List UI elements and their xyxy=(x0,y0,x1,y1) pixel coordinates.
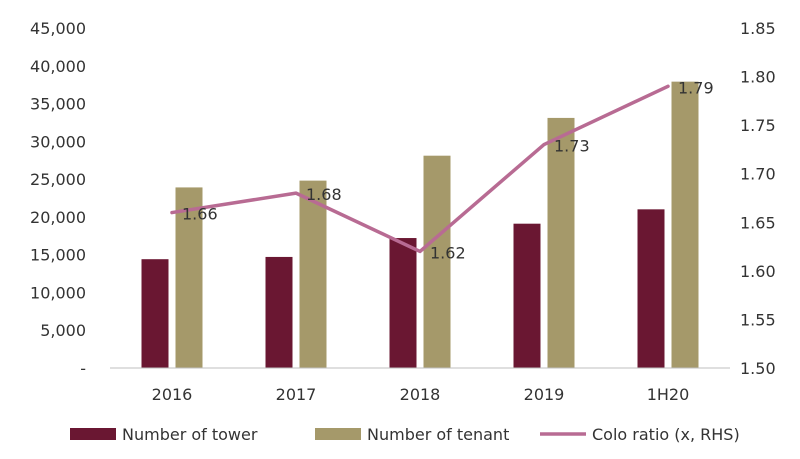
colo-ratio-point xyxy=(542,143,546,147)
bar-number-of-tenant xyxy=(547,117,575,369)
y-tick-label: 35,000 xyxy=(30,95,86,114)
bar-number-of-tower xyxy=(141,259,169,368)
bar-number-of-tenant xyxy=(175,187,203,368)
colo-ratio-data-label: 1.68 xyxy=(306,185,342,204)
y2-tick-label: 1.80 xyxy=(740,68,776,87)
y2-tick-label: 1.65 xyxy=(740,213,776,232)
legend-number-of-tower: Number of tower xyxy=(70,425,258,444)
bar-number-of-tenant xyxy=(671,81,699,369)
bar-number-of-tower xyxy=(513,223,541,368)
colo-ratio-data-label: 1.73 xyxy=(554,137,590,156)
colo-ratio-data-label: 1.79 xyxy=(678,78,714,97)
data-labels: 1.66 1.68 1.62 1.73 1.79 xyxy=(182,78,714,262)
legend-label: Number of tower xyxy=(122,425,258,444)
y-tick-label: 15,000 xyxy=(30,246,86,265)
x-tick-label: 1H20 xyxy=(647,385,690,404)
bar-number-of-tenant xyxy=(423,155,451,368)
bar-number-of-tower xyxy=(389,238,417,368)
x-tick-label: 2019 xyxy=(524,385,565,404)
y-tick-label: 40,000 xyxy=(30,57,86,76)
y-tick-label: 30,000 xyxy=(30,132,86,151)
legend-label: Number of tenant xyxy=(367,425,509,444)
y-tick-label: 20,000 xyxy=(30,208,86,227)
y2-tick-label: 1.50 xyxy=(740,359,776,378)
y2-tick-label: 1.70 xyxy=(740,165,776,184)
colo-ratio-data-label: 1.66 xyxy=(182,205,218,224)
colo-ratio-point xyxy=(418,249,422,253)
axes: - 5,000 10,000 15,000 20,000 25,000 30,000 35,0… xyxy=(30,19,776,404)
x-tick-label: 2018 xyxy=(400,385,441,404)
colo-ratio-point xyxy=(294,191,298,195)
y-tick-label: 45,000 xyxy=(30,19,86,38)
legend-label: Colo ratio (x, RHS) xyxy=(592,425,740,444)
legend-swatch xyxy=(315,428,361,440)
y-tick-label: - xyxy=(80,359,86,378)
colo-ratio-point xyxy=(170,211,174,215)
legend-number-of-tenant: Number of tenant xyxy=(315,425,509,444)
y-tick-label: 25,000 xyxy=(30,170,86,189)
y2-tick-label: 1.85 xyxy=(740,19,776,38)
y2-tick-label: 1.60 xyxy=(740,262,776,281)
bars xyxy=(141,81,699,369)
y-tick-label: 5,000 xyxy=(40,321,86,340)
legend: Number of tower Number of tenant Colo rati… xyxy=(70,425,740,444)
colo-ratio-point xyxy=(666,84,670,88)
colo-ratio-line-group xyxy=(170,84,670,254)
colo-ratio-line xyxy=(170,84,670,254)
legend-colo-ratio: Colo ratio (x, RHS) xyxy=(540,425,740,444)
y2-tick-label: 1.75 xyxy=(740,116,776,135)
x-tick-label: 2016 xyxy=(152,385,193,404)
y2-tick-label: 1.55 xyxy=(740,310,776,329)
bar-number-of-tower xyxy=(637,209,665,368)
bar-number-of-tenant xyxy=(299,180,327,368)
x-tick-label: 2017 xyxy=(276,385,317,404)
colo-ratio-data-label: 1.62 xyxy=(430,243,466,262)
legend-swatch xyxy=(70,428,116,440)
bar-number-of-tower xyxy=(265,256,293,368)
y-tick-label: 10,000 xyxy=(30,283,86,302)
